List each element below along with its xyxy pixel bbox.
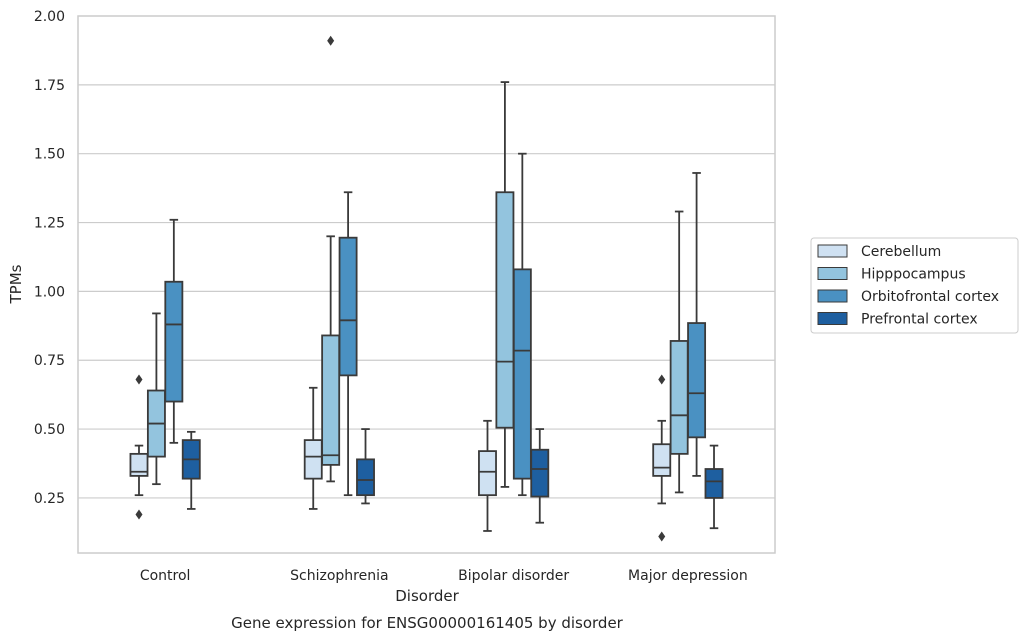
box-cerebellum (129, 374, 149, 520)
box-iqr (704, 468, 724, 499)
x-tick-label: Bipolar disorder (458, 568, 569, 584)
legend-label: Orbitofrontal cortex (861, 289, 999, 305)
legend-swatch (817, 244, 848, 258)
y-tick-labels: 0.25 0.50 0.75 1.00 1.25 1.50 1.75 2.00 (34, 9, 65, 507)
x-tick-label: Schizophrenia (290, 568, 388, 584)
plot-area-frame (77, 15, 776, 554)
box-cerebellum (478, 419, 497, 532)
outlier-point (327, 35, 335, 46)
box-groups (129, 35, 724, 542)
box-iqr (129, 452, 149, 477)
y-tick-label: 0.50 (34, 422, 65, 438)
legend-frame (810, 237, 1019, 334)
box-orbitofrontal-cortex (164, 218, 184, 444)
box-iqr (669, 340, 689, 455)
box-iqr (478, 450, 497, 497)
box-prefrontal-cortex (704, 444, 724, 530)
legend-label: Prefrontal cortex (861, 312, 978, 328)
x-tick-label: Control (140, 568, 191, 584)
box-orbitofrontal-cortex (338, 191, 358, 497)
y-tick-label: 1.50 (34, 147, 65, 163)
box-iqr (338, 236, 358, 377)
x-tick-labels: Control Schizophrenia Bipolar disorder Majo… (140, 568, 748, 584)
legend: Cerebellum Hipppocampus Orbitofrontal cort… (810, 237, 1019, 334)
box-prefrontal-cortex (356, 428, 375, 505)
legend-label: Cerebellum (861, 244, 941, 260)
box-prefrontal-cortex (530, 428, 550, 524)
x-tick-label: Major depression (628, 568, 748, 584)
box-hipppocampus (321, 35, 341, 483)
box-iqr (303, 439, 323, 480)
y-axis-label: TPMs (7, 264, 25, 304)
box-orbitofrontal-cortex (512, 152, 532, 497)
box-iqr (495, 191, 515, 429)
outlier-point (135, 374, 143, 385)
legend-swatch (817, 312, 848, 325)
legend-label: Hipppocampus (861, 267, 966, 283)
box-cerebellum (652, 374, 672, 542)
box-orbitofrontal-cortex (687, 172, 707, 477)
box-iqr (512, 268, 532, 480)
legend-swatch (817, 289, 848, 303)
y-tick-label: 1.75 (34, 78, 65, 94)
outlier-point (135, 509, 143, 520)
y-tick-label: 1.00 (34, 284, 65, 300)
chart-title: Gene expression for ENSG00000161405 by d… (231, 614, 624, 632)
box-hipppocampus (495, 81, 515, 488)
box-iqr (652, 443, 672, 477)
x-axis-label: Disorder (395, 587, 459, 605)
outlier-point (658, 374, 666, 385)
box-cerebellum (303, 386, 323, 510)
y-tick-label: 2.00 (34, 9, 65, 25)
box-iqr (687, 322, 707, 439)
outlier-point (658, 531, 666, 542)
legend-swatch (817, 267, 848, 280)
box-iqr (321, 334, 341, 466)
box-iqr (356, 458, 375, 497)
y-tick-label: 0.75 (34, 353, 65, 369)
y-tick-label: 0.25 (34, 491, 65, 507)
y-tick-label: 1.25 (34, 216, 65, 232)
grid-lines (78, 84, 775, 499)
box-hipppocampus (669, 210, 689, 494)
box-hipppocampus (146, 312, 166, 486)
box-iqr (530, 448, 550, 498)
box-prefrontal-cortex (181, 430, 201, 510)
box-iqr (164, 280, 184, 403)
